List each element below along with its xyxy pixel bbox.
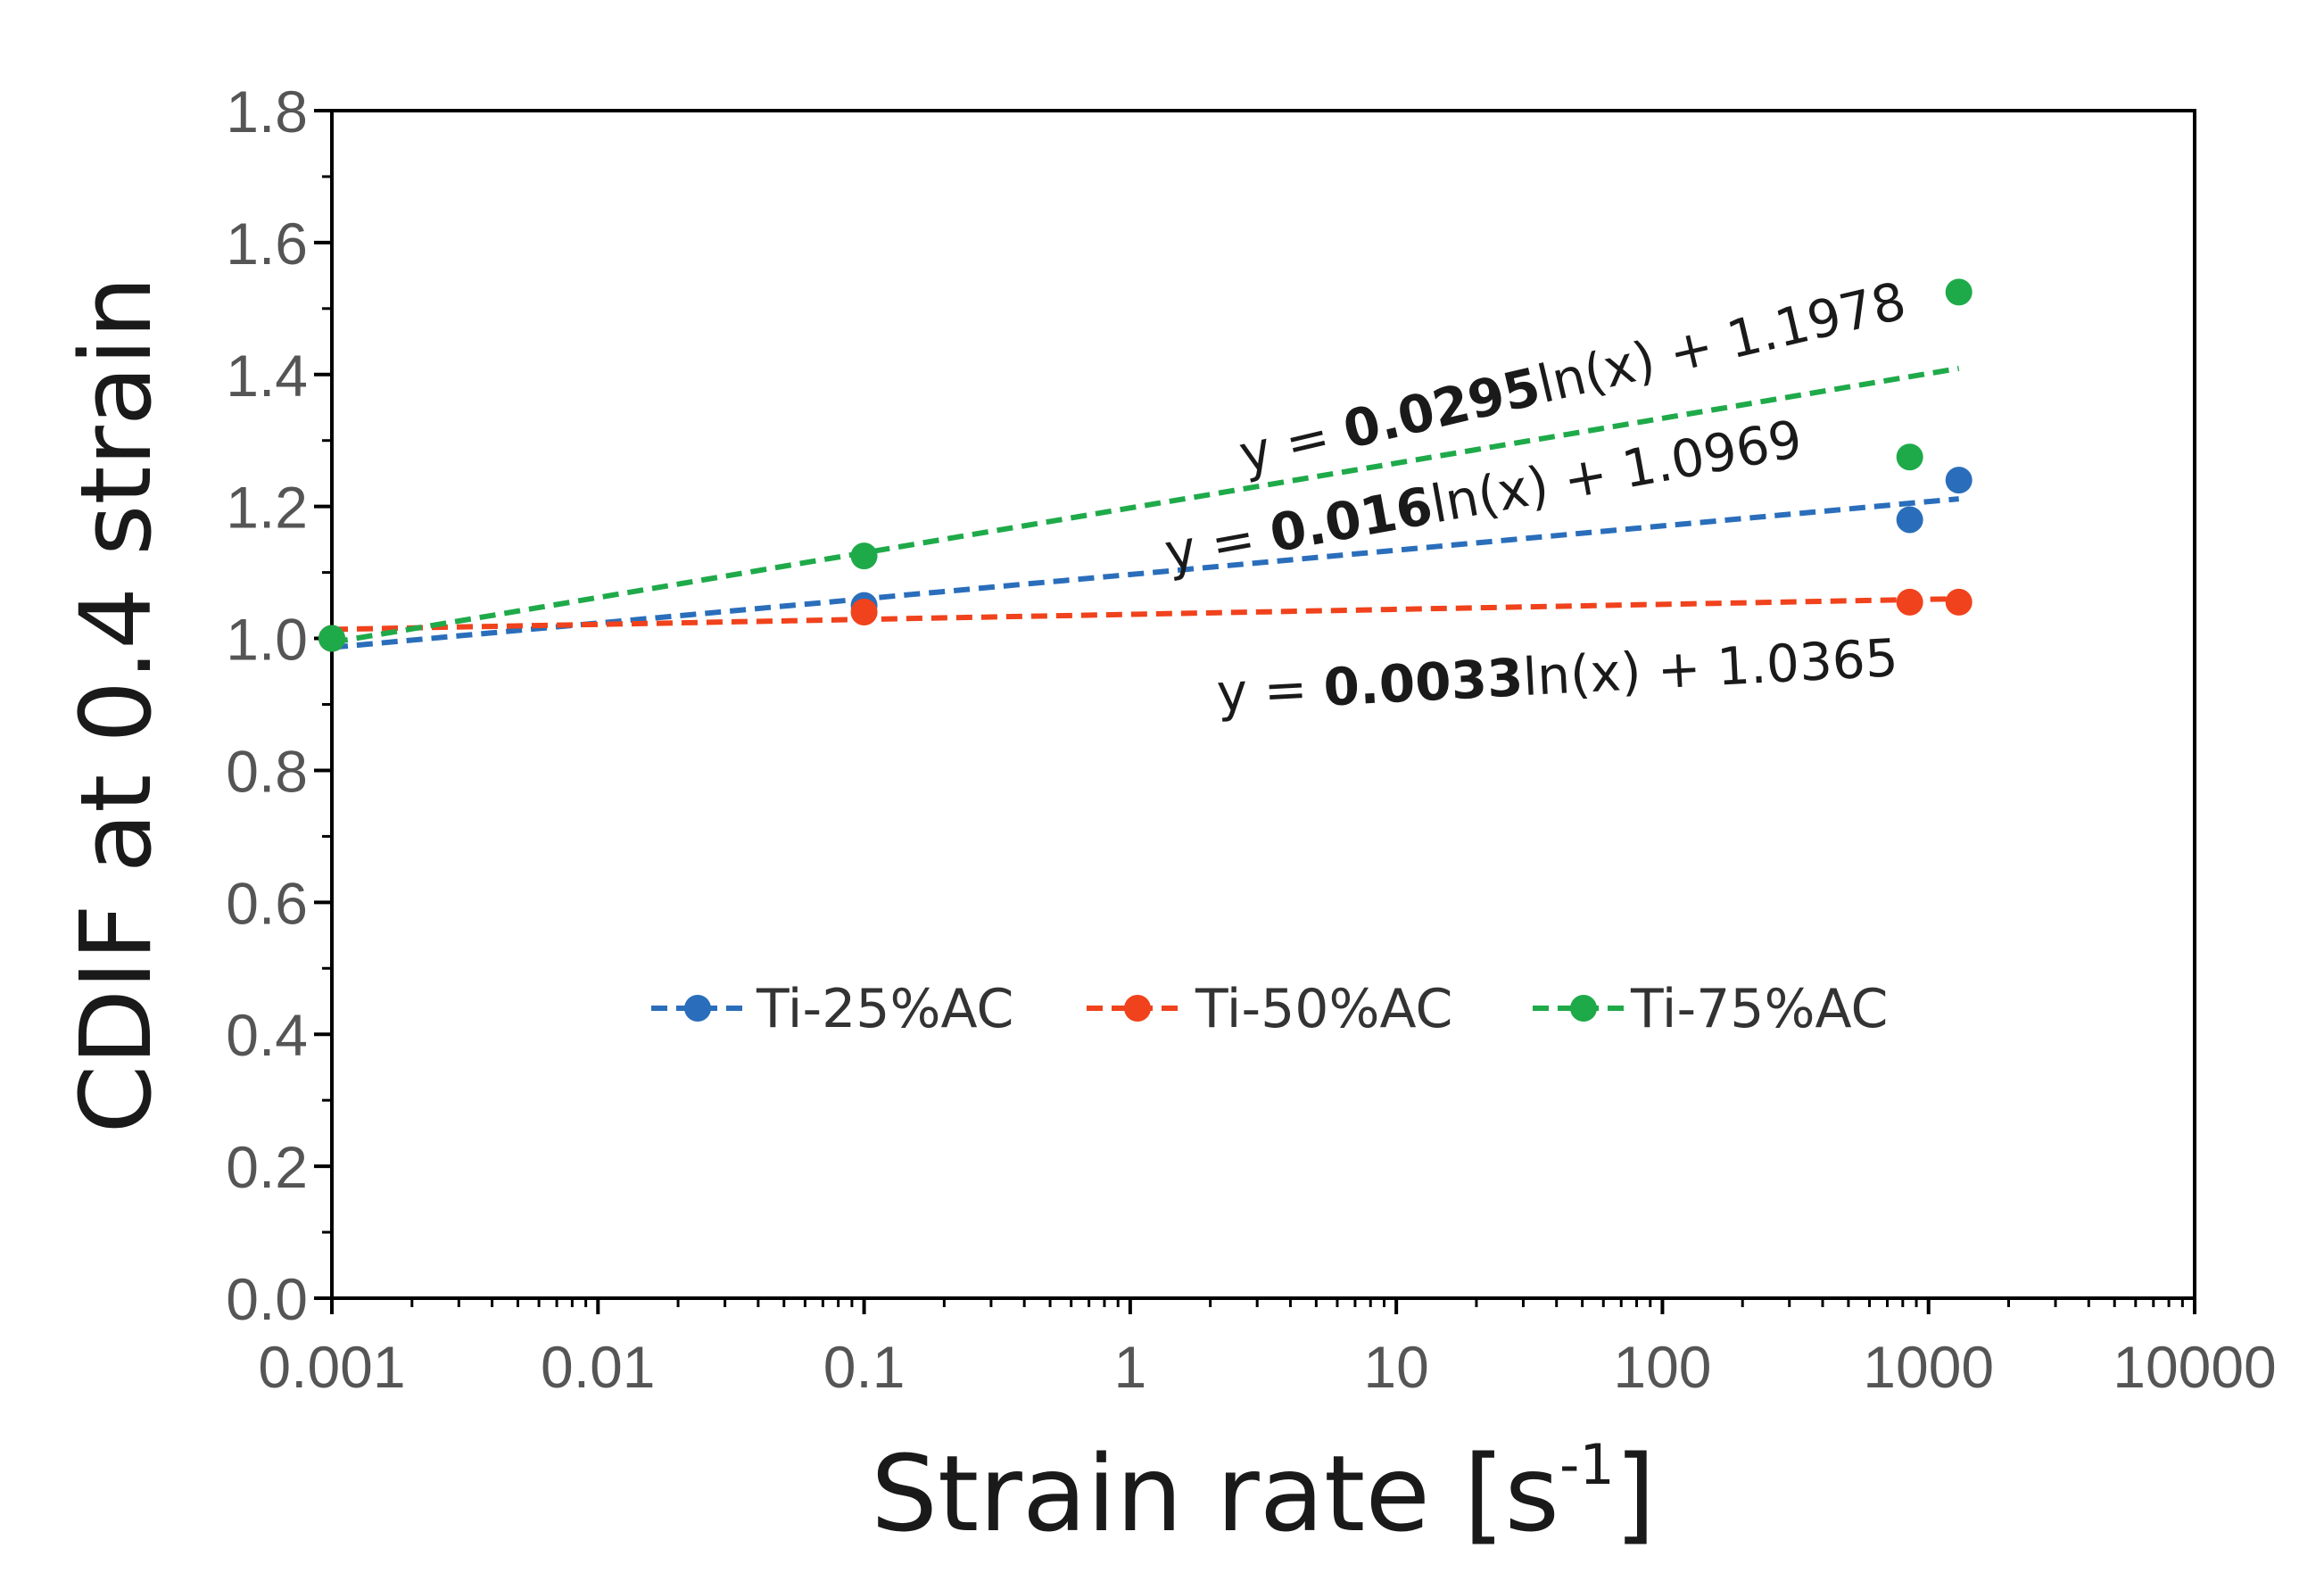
data-point-ti-75-ac bbox=[850, 542, 878, 570]
data-point-ti-75-ac bbox=[1945, 278, 1973, 306]
x-tick-label: 1 bbox=[1113, 1334, 1146, 1400]
x-axis-title: Strain rate [s-1] bbox=[871, 1432, 1656, 1555]
fit-line-ti-50-ac bbox=[331, 596, 1959, 633]
x-tick-label: 10000 bbox=[2113, 1334, 2277, 1400]
y-axis-title: CDIF at 0.4 strain bbox=[59, 277, 173, 1134]
y-tick-label: 0.4 bbox=[226, 1002, 308, 1068]
legend-marker-ti-25 bbox=[684, 995, 711, 1022]
legend-item-ti-75: Ti-75%AC bbox=[1533, 978, 1888, 1040]
legend-marker-ti-75 bbox=[1570, 995, 1597, 1022]
legend-label-ti-50: Ti-50%AC bbox=[1195, 978, 1452, 1040]
data-point-ti-25-ac bbox=[1945, 467, 1973, 494]
legend-item-ti-25: Ti-25%AC bbox=[651, 978, 1013, 1040]
legend-label-ti-25: Ti-25%AC bbox=[756, 978, 1013, 1040]
data-point-ti-50-ac bbox=[1896, 588, 1923, 616]
y-tick-label: 1.4 bbox=[226, 343, 308, 409]
y-tick-label: 1.0 bbox=[226, 607, 308, 673]
fit-line-ti-25-ac bbox=[331, 496, 1959, 650]
equation-ti-50: y = 0.0033ln(x) + 1.0365 bbox=[1215, 627, 1899, 724]
x-tick-label: 0.1 bbox=[823, 1334, 906, 1400]
x-tick-label: 0.001 bbox=[258, 1334, 405, 1400]
y-tick-label: 0.6 bbox=[226, 870, 308, 936]
legend: Ti-25%AC Ti-50%AC Ti-75%AC bbox=[651, 978, 1888, 1040]
y-tick-label: 1.8 bbox=[226, 79, 308, 145]
x-axis-tick-labels: 0.001 0.01 0.1 1 10 100 1000 10000 bbox=[258, 1334, 2276, 1400]
data-points bbox=[318, 278, 1973, 652]
legend-label-ti-75: Ti-75%AC bbox=[1630, 978, 1888, 1040]
y-tick-label: 1.2 bbox=[226, 475, 308, 541]
legend-marker-ti-50 bbox=[1124, 995, 1151, 1022]
y-tick-label: 0.2 bbox=[226, 1134, 308, 1200]
data-point-ti-50-ac bbox=[1945, 588, 1973, 616]
data-point-ti-75-ac bbox=[1896, 443, 1923, 471]
x-axis-ticks bbox=[330, 1298, 2196, 1314]
data-point-ti-50-ac bbox=[850, 598, 878, 625]
data-point-ti-75-ac bbox=[318, 625, 345, 652]
data-point-ti-25-ac bbox=[1896, 506, 1923, 534]
fit-line-ti-75-ac bbox=[331, 365, 1960, 645]
y-axis-tick-labels: 0.0 0.2 0.4 0.6 0.8 1.0 1.2 1.4 1.6 1.8 bbox=[226, 79, 308, 1332]
y-tick-label: 0.0 bbox=[226, 1266, 308, 1332]
legend-item-ti-50: Ti-50%AC bbox=[1087, 978, 1452, 1040]
y-tick-label: 1.6 bbox=[226, 211, 308, 277]
y-axis-ticks bbox=[314, 109, 332, 1300]
x-tick-label: 10 bbox=[1363, 1334, 1428, 1400]
x-tick-label: 0.01 bbox=[541, 1334, 655, 1400]
x-tick-label: 100 bbox=[1613, 1334, 1711, 1400]
fit-lines bbox=[331, 365, 1960, 650]
y-tick-label: 0.8 bbox=[226, 738, 308, 804]
x-tick-label: 1000 bbox=[1863, 1334, 1994, 1400]
